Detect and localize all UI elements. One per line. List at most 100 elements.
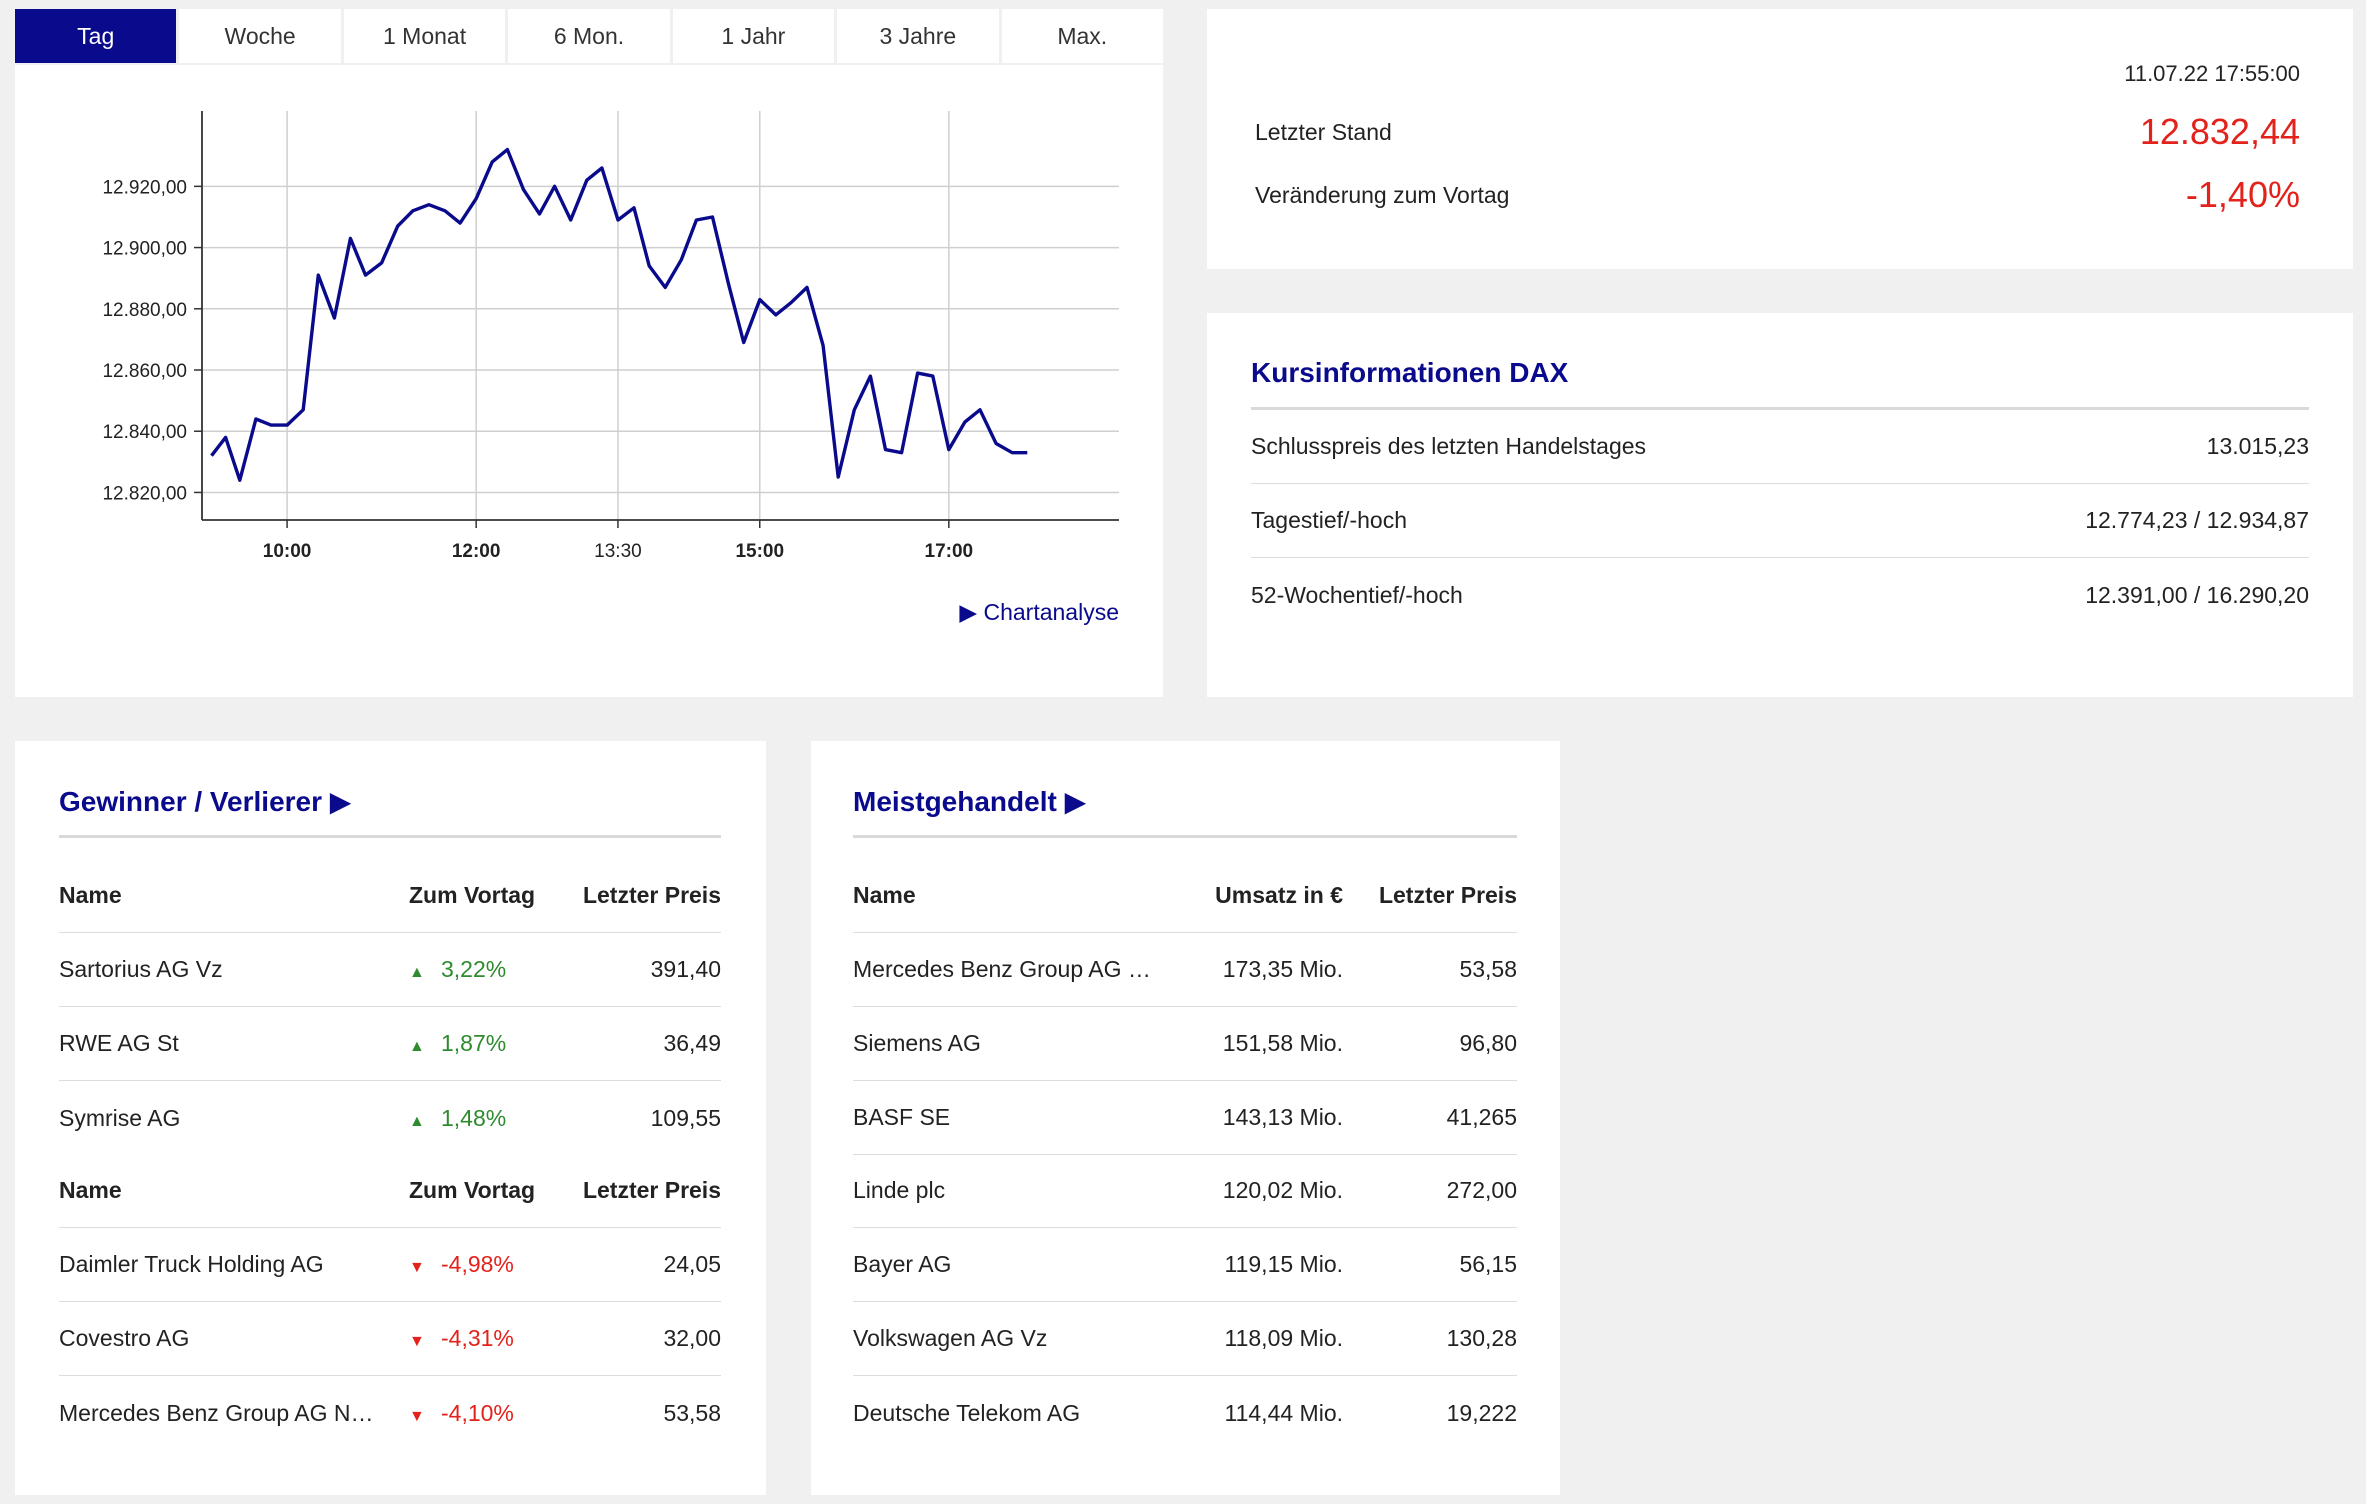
winner-row[interactable]: Sartorius AG Vz ▲ 3,22% 391,40 [59,933,721,1007]
change-value: 3,22% [441,956,507,982]
mg-row[interactable]: Bayer AG 119,15 Mio. 56,15 [853,1228,1517,1302]
chartanalyse-link[interactable]: ▶ Chartanalyse [959,599,1119,626]
stock-name[interactable]: Deutsche Telekom AG [853,1399,1081,1426]
price-value: 53,58 [663,1399,721,1426]
mg-row[interactable]: Linde plc 120,02 Mio. 272,00 [853,1154,1517,1228]
down-triangle-icon: ▼ [409,1407,425,1425]
mg-row[interactable]: BASF SE 143,13 Mio. 41,265 [853,1081,1517,1155]
price-value: 32,00 [663,1325,721,1351]
mg-row[interactable]: Mercedes Benz Group AG Na... 173,35 Mio.… [853,933,1517,1007]
change-value: -4,31% [441,1325,514,1351]
stock-name[interactable]: Linde plc [853,1177,946,1203]
kurs-row-label: Tagestief/-hoch [1251,507,1407,533]
change-cell: ▼ -4,98% [409,1251,569,1278]
y-tick-label: 12.840,00 [102,422,187,443]
winner-row[interactable]: RWE AG St ▲ 1,87% 36,49 [59,1007,721,1081]
change-cell: ▼ -4,10% [409,1400,569,1427]
volume-value: 114,44 Mio. [1224,1399,1343,1426]
col-name-header: Name [853,882,916,908]
mg-row[interactable]: Siemens AG 151,58 Mio. 96,80 [853,1007,1517,1081]
chartanalyse-label: Chartanalyse [983,599,1119,625]
mg-title-link[interactable]: Meistgehandelt ▶ [853,786,1087,817]
change-row: Veränderung zum Vortag -1,40% [1255,174,2300,216]
meistgehandelt-panel: Meistgehandelt ▶ Name Umsatz in € Letzte… [811,741,1560,1495]
stock-name[interactable]: Mercedes Benz Group AG Na... [853,956,1163,982]
kurs-row: Schlusspreis des letzten Handelstages 13… [1251,410,2309,484]
volume-value: 173,35 Mio. [1222,956,1343,982]
mg-header-row: Name Umsatz in € Letzter Preis [853,859,1517,933]
kurs-row-value: 13.015,23 [2206,433,2309,459]
tab-3-jahre[interactable]: 3 Jahre [837,9,999,63]
losers-header-row: Name Zum Vortag Letzter Preis [59,1154,721,1228]
stock-name[interactable]: Volkswagen AG Vz [853,1325,1048,1351]
up-triangle-icon: ▲ [409,964,425,981]
tab-1-jahr[interactable]: 1 Jahr [672,9,835,63]
y-tick-label: 12.860,00 [102,361,187,382]
quote-timestamp: 11.07.22 17:55:00 [2124,61,2300,86]
price-value: 391,40 [650,956,721,982]
up-triangle-icon: ▲ [409,1038,425,1055]
winners-header-row: Name Zum Vortag Letzter Preis [59,859,721,933]
y-tick-label: 12.820,00 [102,483,187,504]
volume-value: 143,13 Mio. [1222,1104,1343,1130]
stock-name[interactable]: Siemens AG [853,1030,981,1056]
y-axis-labels: 12.820,00 12.840,00 12.860,00 12.880,00 12.9… [102,177,187,504]
price-value: 53,58 [1459,956,1517,982]
loser-row[interactable]: Daimler Truck Holding AG ▼ -4,98% 24,05 [59,1228,721,1302]
price-value: 130,28 [1446,1325,1517,1351]
price-value: 56,15 [1459,1251,1517,1277]
x-tick-label: 15:00 [735,541,784,562]
chart-axes [194,111,1119,528]
loser-row[interactable]: Covestro AG ▼ -4,31% 32,00 [59,1302,721,1376]
stock-name[interactable]: Sartorius AG Vz [59,956,223,982]
stock-name[interactable]: Daimler Truck Holding AG [59,1251,324,1277]
y-tick-label: 12.900,00 [102,239,187,260]
col-volume-header: Umsatz in € [1215,882,1343,908]
change-cell: ▲ 1,48% [409,1105,569,1132]
chart-panel: Tag Woche 1 Monat 6 Mon. 1 Jahr 3 Jahre … [15,9,1163,697]
col-change-header: Zum Vortag [409,1177,536,1203]
tab-max[interactable]: Max. [1001,9,1163,63]
mg-row[interactable]: Deutsche Telekom AG 114,44 Mio. 19,222 [853,1376,1517,1450]
price-value: 24,05 [663,1251,721,1277]
kurs-row-value: 12.774,23 / 12.934,87 [2085,507,2309,533]
kursinformationen-panel: Kursinformationen DAX Schlusspreis des l… [1207,313,2353,697]
stock-name[interactable]: RWE AG St [59,1030,179,1056]
stock-name[interactable]: Symrise AG [59,1104,181,1131]
change-value: 1,87% [441,1030,507,1056]
winner-row[interactable]: Symrise AG ▲ 1,48% 109,55 [59,1081,721,1155]
title-divider [1251,407,2309,410]
kurs-row-value: 12.391,00 / 16.290,20 [2085,581,2309,608]
price-value: 272,00 [1446,1177,1517,1203]
change-label: Veränderung zum Vortag [1255,181,1510,208]
tab-6-mon[interactable]: 6 Mon. [508,9,670,63]
change-value: -4,98% [441,1251,514,1277]
kurs-title: Kursinformationen DAX [1251,357,1569,388]
stock-name[interactable]: Covestro AG [59,1325,190,1351]
up-triangle-icon: ▲ [409,1112,425,1130]
stock-name[interactable]: Mercedes Benz Group AG Na... [59,1399,379,1426]
col-name-header: Name [59,1177,122,1203]
col-price-header: Letzter Preis [1378,882,1517,908]
tab-woche[interactable]: Woche [179,9,341,63]
kurs-row-label: Schlusspreis des letzten Handelstages [1251,433,1647,459]
price-value: 41,265 [1446,1104,1517,1130]
loser-row[interactable]: Mercedes Benz Group AG Na... ▼ -4,10% 53,… [59,1376,721,1450]
gewinner-verlierer-panel: Gewinner / Verlierer ▶ Name Zum Vortag L… [15,741,766,1495]
price-series-line [210,147,1028,482]
volume-value: 118,09 Mio. [1224,1325,1343,1351]
mg-row[interactable]: Volkswagen AG Vz 118,09 Mio. 130,28 [853,1302,1517,1376]
tab-tag[interactable]: Tag [15,9,177,63]
kurs-row: 52-Wochentief/-hoch 12.391,00 / 16.290,2… [1251,558,2309,632]
tab-1-monat[interactable]: 1 Monat [343,9,506,63]
gv-title-link[interactable]: Gewinner / Verlierer ▶ [59,786,352,817]
stock-name[interactable]: BASF SE [853,1104,951,1130]
period-tabs: Tag Woche 1 Monat 6 Mon. 1 Jahr 3 Jahre … [15,9,1163,65]
col-price-header: Letzter Preis [582,1177,721,1203]
last-price-row: Letzter Stand 12.832,44 [1255,111,2300,153]
index-quote-panel: 11.07.22 17:55:00 Letzter Stand 12.832,4… [1207,9,2353,269]
intraday-line-chart[interactable]: 12.820,00 12.840,00 12.860,00 12.880,00 12.9… [15,65,1163,585]
change-value: 1,48% [441,1104,507,1131]
stock-name[interactable]: Bayer AG [853,1251,952,1277]
change-value: -4,10% [441,1399,514,1426]
